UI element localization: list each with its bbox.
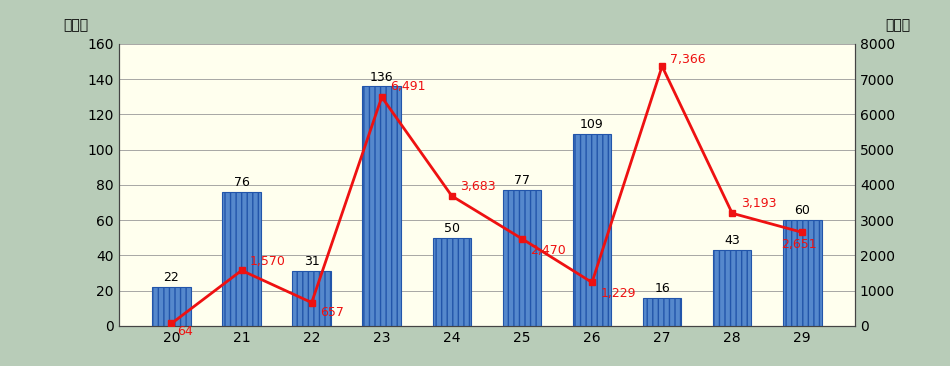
Bar	[783, 220, 822, 326]
Text: 60: 60	[794, 205, 810, 217]
Text: 43: 43	[724, 234, 740, 247]
Text: 657: 657	[320, 306, 344, 319]
Text: 2,470: 2,470	[530, 243, 566, 257]
Text: 22: 22	[163, 271, 180, 284]
Bar	[363, 86, 401, 326]
Bar	[573, 134, 611, 326]
Text: 1,229: 1,229	[600, 287, 636, 299]
Text: （棟）: （棟）	[885, 19, 910, 33]
Bar	[293, 271, 331, 326]
Bar	[712, 250, 751, 326]
Text: 77: 77	[514, 175, 530, 187]
Text: 2,651: 2,651	[781, 238, 817, 251]
Text: 31: 31	[304, 255, 319, 269]
Text: 76: 76	[234, 176, 250, 189]
Text: 50: 50	[444, 222, 460, 235]
Bar	[222, 192, 261, 326]
Text: 16: 16	[655, 282, 670, 295]
Text: 7,366: 7,366	[671, 53, 706, 66]
Bar	[503, 190, 542, 326]
Bar	[432, 238, 471, 326]
Text: 6,491: 6,491	[390, 80, 426, 93]
Text: 3,683: 3,683	[460, 180, 496, 193]
Text: 3,193: 3,193	[741, 197, 776, 210]
Bar	[152, 287, 191, 326]
Text: （人）: （人）	[64, 19, 88, 33]
Text: 109: 109	[580, 118, 604, 131]
Text: 1,570: 1,570	[250, 255, 286, 268]
Text: 136: 136	[370, 71, 393, 83]
Text: 64: 64	[177, 325, 193, 338]
Bar	[643, 298, 681, 326]
